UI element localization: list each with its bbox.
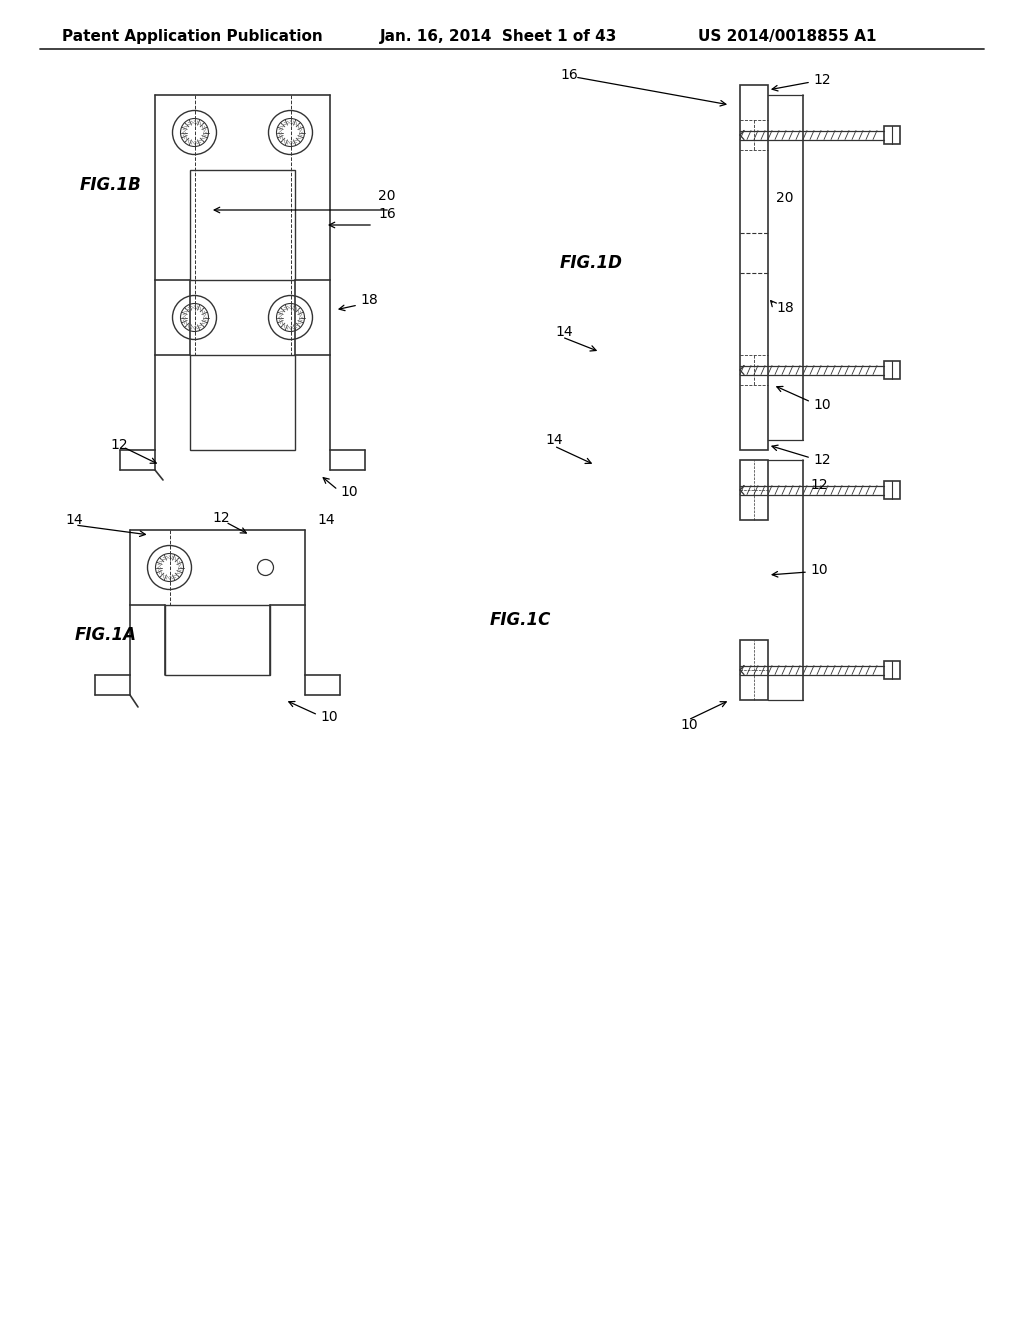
Text: 10: 10: [813, 399, 830, 412]
Text: 10: 10: [810, 564, 827, 577]
Bar: [884, 360, 900, 379]
Text: 14: 14: [555, 325, 572, 339]
Text: 16: 16: [560, 69, 578, 82]
Text: 10: 10: [319, 710, 338, 723]
Text: 14: 14: [545, 433, 562, 447]
Bar: [740, 459, 768, 520]
Text: 16: 16: [378, 207, 395, 220]
Text: US 2014/0018855 A1: US 2014/0018855 A1: [698, 29, 877, 45]
Text: 18: 18: [776, 301, 794, 314]
Text: 20: 20: [378, 189, 395, 203]
Text: Patent Application Publication: Patent Application Publication: [62, 29, 323, 45]
Text: 12: 12: [810, 478, 827, 492]
Text: 12: 12: [213, 511, 230, 525]
Text: FIG.1A: FIG.1A: [75, 626, 137, 644]
Text: 20: 20: [776, 190, 794, 205]
Bar: [884, 480, 900, 499]
Bar: [884, 125, 900, 144]
Text: 14: 14: [317, 513, 335, 527]
Bar: [740, 640, 768, 700]
Text: 14: 14: [65, 513, 83, 527]
Text: 10: 10: [680, 718, 697, 733]
Bar: [165, 605, 270, 675]
Text: FIG.1D: FIG.1D: [560, 253, 623, 272]
Text: FIG.1B: FIG.1B: [80, 176, 141, 194]
Bar: [740, 84, 768, 450]
Text: Jan. 16, 2014  Sheet 1 of 43: Jan. 16, 2014 Sheet 1 of 43: [380, 29, 617, 45]
Bar: [884, 661, 900, 678]
Text: 12: 12: [813, 453, 830, 467]
Text: 12: 12: [813, 73, 830, 87]
Text: FIG.1C: FIG.1C: [490, 611, 551, 630]
Text: 18: 18: [360, 293, 378, 308]
Text: 12: 12: [110, 438, 128, 451]
Bar: [190, 355, 295, 450]
Text: 10: 10: [340, 484, 357, 499]
Bar: [190, 170, 295, 280]
